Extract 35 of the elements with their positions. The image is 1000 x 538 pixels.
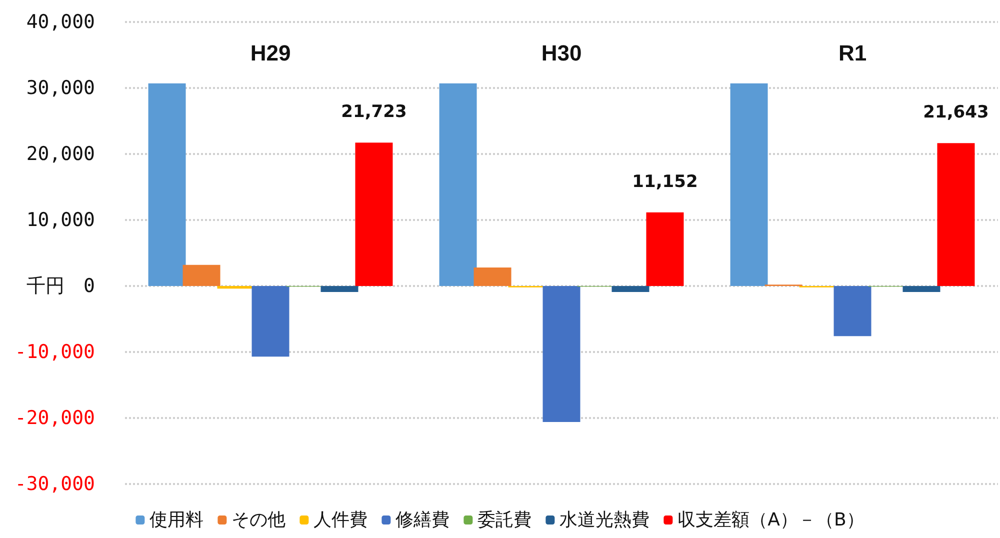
bar <box>182 264 220 286</box>
bar <box>252 286 290 357</box>
legend-label: 収支差額（A）－（B） <box>678 510 864 530</box>
y-tick-label: 30,000 <box>26 77 95 99</box>
data-label: 21,723 <box>341 102 407 122</box>
legend-label: 委託費 <box>478 510 532 530</box>
bar <box>612 286 650 292</box>
x-tick-label: R1 <box>838 40 867 66</box>
bar <box>148 83 186 286</box>
bar <box>834 286 872 336</box>
bar <box>474 268 512 286</box>
legend-label: 水道光熱費 <box>560 510 650 530</box>
legend-label: その他 <box>232 510 286 530</box>
legend-label: 修繕費 <box>396 510 450 530</box>
bar <box>937 143 975 286</box>
x-tick-label: H29 <box>250 40 291 66</box>
bar <box>320 286 358 292</box>
y-tick-label: -10,000 <box>14 341 95 363</box>
y-tick-label: -30,000 <box>14 473 95 495</box>
data-label: 21,643 <box>923 102 989 123</box>
x-tick-label: H30 <box>541 40 582 66</box>
y-tick-label: -20,000 <box>14 407 95 429</box>
y-tick-label: 10,000 <box>26 209 95 231</box>
bar <box>730 83 768 286</box>
bar <box>542 286 580 422</box>
data-label: 11,152 <box>632 172 698 192</box>
legend-label: 人件費 <box>314 510 368 530</box>
bar <box>646 212 684 286</box>
legend-label: 使用料 <box>150 510 204 530</box>
y-tick-label: 千円 0 <box>26 275 95 297</box>
bar <box>439 83 477 286</box>
y-tick-label: 20,000 <box>26 143 95 165</box>
y-tick-label: 40,000 <box>26 11 95 33</box>
bar <box>902 286 940 292</box>
bar <box>355 142 393 286</box>
